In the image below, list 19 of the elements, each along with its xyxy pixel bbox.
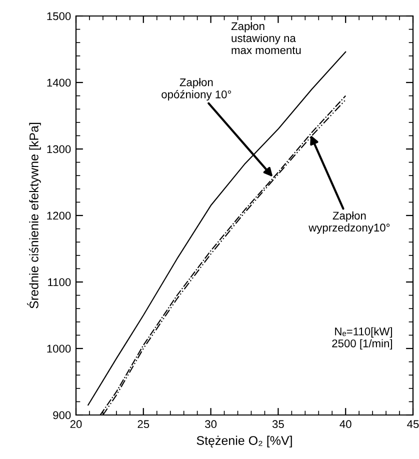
x-tick-label: 20 [70,420,82,428]
y-tick-label: 1400 [47,78,71,87]
annotation: Zapłon wyprzedzony10° [308,211,390,234]
y-tick-label: 1200 [47,212,71,220]
y-tick-label: 1300 [47,145,71,154]
x-tick-label: 45 [407,420,419,428]
y-tick-label: 1100 [48,278,71,286]
x-tick-label: 30 [205,420,217,428]
x-tick-label: 35 [272,420,284,428]
annotation: Nₑ=110[kW] 2500 [1/min] [332,327,392,350]
annotation: Zapłon ustawiony na max momentu [231,22,301,54]
y-tick-label: 900 [53,411,71,420]
x-tick-label: 40 [340,420,352,428]
y-axis-title: Średnie ciśnienie efektywne [kPa] [27,122,41,308]
x-axis-title: Stężenie O₂ [%V] [196,436,292,448]
x-tick-label: 25 [138,420,150,428]
y-tick-label: 1500 [47,12,71,20]
annotation: Zapłon opóźniony 10° [162,78,232,101]
y-tick-label: 1000 [47,344,71,353]
